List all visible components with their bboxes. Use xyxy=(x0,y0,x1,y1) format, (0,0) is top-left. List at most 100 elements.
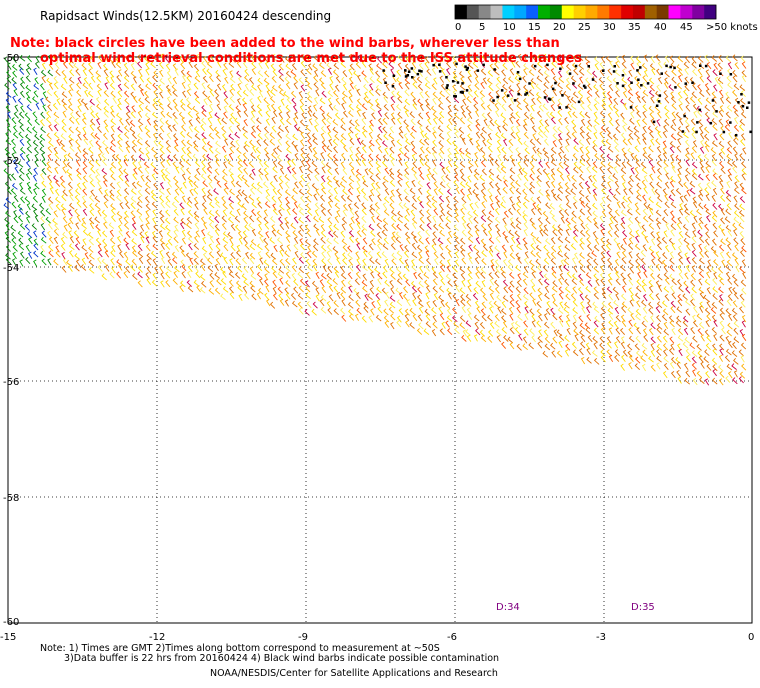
wind-barb xyxy=(144,96,151,104)
wind-barb xyxy=(391,117,396,125)
wind-barb xyxy=(740,300,746,308)
wind-barb xyxy=(419,138,425,146)
wind-barb xyxy=(490,258,495,267)
wind-barb xyxy=(460,105,465,113)
wind-barb xyxy=(66,161,73,169)
contamination-dot xyxy=(660,72,663,75)
wind-barb xyxy=(466,193,471,201)
wind-barb xyxy=(579,229,586,237)
wind-barb xyxy=(26,139,32,147)
wind-barb xyxy=(300,131,305,140)
wind-barb xyxy=(642,349,648,357)
wind-barb xyxy=(683,89,689,97)
wind-barb xyxy=(469,202,474,211)
wind-barb xyxy=(670,229,675,237)
wind-barb xyxy=(263,209,268,217)
wind-barb xyxy=(692,320,698,328)
wind-barb xyxy=(377,118,383,126)
wind-barb xyxy=(161,173,166,182)
wind-barb xyxy=(740,238,746,246)
wind-barb xyxy=(109,229,115,237)
wind-barb xyxy=(431,202,437,210)
wind-barb xyxy=(272,69,278,77)
contamination-dot xyxy=(639,66,642,69)
wind-barb xyxy=(675,154,681,162)
wind-barb xyxy=(5,97,11,106)
wind-barb xyxy=(243,216,249,224)
wind-barb xyxy=(347,301,354,309)
wind-barb xyxy=(258,287,264,295)
wind-barb xyxy=(732,314,738,322)
wind-barb xyxy=(572,111,578,119)
wind-barb xyxy=(173,175,179,183)
wind-barb xyxy=(677,299,683,307)
wind-barb xyxy=(706,75,712,83)
colorbar-label-15: 15 xyxy=(528,22,541,33)
wind-barb xyxy=(703,245,709,253)
wind-barb xyxy=(661,216,668,224)
wind-barb xyxy=(404,161,409,169)
wind-barb xyxy=(241,257,248,265)
wind-barb xyxy=(683,61,690,69)
wind-barb xyxy=(431,146,437,154)
wind-barb xyxy=(682,320,688,327)
wind-barb xyxy=(299,238,304,246)
wind-barb xyxy=(12,125,18,133)
wind-barb xyxy=(664,96,670,104)
wind-barb xyxy=(3,168,9,176)
wind-barb xyxy=(516,237,521,245)
wind-barb xyxy=(536,308,543,316)
wind-barb xyxy=(216,278,222,286)
wind-barb xyxy=(454,174,459,182)
wind-barb xyxy=(209,124,215,132)
wind-barb xyxy=(243,167,249,175)
wind-barb xyxy=(376,133,383,141)
wind-barb xyxy=(679,195,684,203)
wind-barb xyxy=(186,216,193,224)
wind-barb xyxy=(404,231,411,239)
wind-barb xyxy=(713,84,718,92)
wind-barb xyxy=(33,230,38,238)
wind-barb xyxy=(264,61,270,69)
wind-barb xyxy=(600,153,606,161)
wind-barb xyxy=(413,271,418,280)
wind-barb xyxy=(620,167,627,175)
wind-barb xyxy=(11,183,18,190)
wind-barb xyxy=(546,300,551,309)
wind-barb xyxy=(242,152,248,160)
wind-barb xyxy=(453,279,458,288)
wind-barb xyxy=(564,182,570,190)
wind-barb xyxy=(620,363,625,371)
wind-barb xyxy=(697,182,703,190)
wind-barb xyxy=(411,153,416,162)
wind-barb xyxy=(629,174,634,182)
wind-barb xyxy=(655,138,661,146)
wind-barb xyxy=(186,201,192,208)
wind-barb xyxy=(642,244,648,252)
wind-barb xyxy=(565,293,571,301)
wind-barb xyxy=(627,83,633,91)
wind-barb xyxy=(649,112,655,120)
wind-barb xyxy=(116,74,122,82)
wind-barb xyxy=(81,217,86,225)
wind-barb xyxy=(214,228,220,237)
wind-barb xyxy=(398,126,404,134)
wind-barb xyxy=(382,175,389,183)
wind-barb xyxy=(538,329,543,337)
wind-barb xyxy=(657,154,663,162)
wind-barb xyxy=(354,133,359,141)
wind-barb xyxy=(558,264,563,273)
wind-barb xyxy=(18,174,25,182)
wind-barb xyxy=(733,370,738,378)
wind-barb xyxy=(677,237,683,245)
wind-barb xyxy=(68,264,73,272)
wind-barb xyxy=(587,119,593,127)
wind-barb xyxy=(285,133,291,141)
wind-barb xyxy=(159,250,164,258)
wind-barb xyxy=(579,237,585,245)
wind-barb xyxy=(445,174,451,182)
wind-barb xyxy=(508,103,514,112)
wind-barb xyxy=(319,105,325,113)
wind-barb xyxy=(586,96,591,104)
wind-barb xyxy=(118,167,124,175)
